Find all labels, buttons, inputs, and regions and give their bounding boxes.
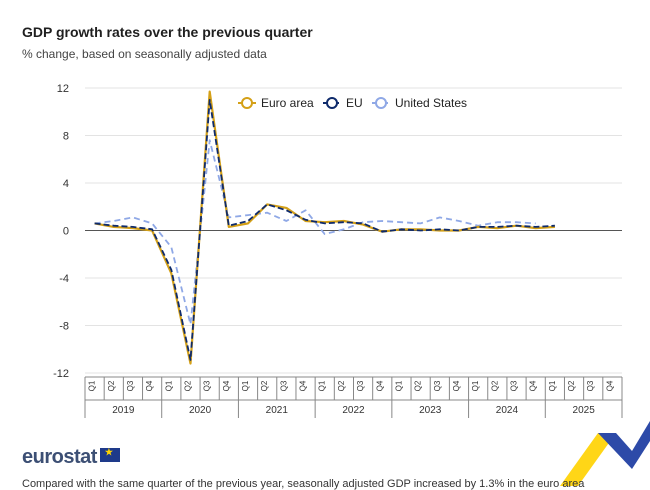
year-label: 2023 — [419, 405, 442, 416]
quarter-label: Q2 — [260, 380, 269, 391]
quarter-label: Q2 — [183, 380, 192, 391]
quarter-label: Q3 — [356, 380, 365, 391]
year-label: 2020 — [189, 405, 212, 416]
quarter-label: Q4 — [145, 380, 154, 391]
quarter-label: Q3 — [279, 380, 288, 391]
y-tick-label: 12 — [57, 83, 69, 95]
y-tick-label: -4 — [59, 273, 69, 285]
y-tick-label: -12 — [53, 368, 69, 380]
chart-title: GDP growth rates over the previous quart… — [22, 24, 313, 40]
quarter-label: Q4 — [375, 380, 384, 391]
quarter-label: Q1 — [318, 380, 327, 391]
quarter-label: Q1 — [471, 380, 480, 391]
quarter-label: Q2 — [414, 380, 423, 391]
quarter-label: Q2 — [107, 380, 116, 391]
series-line-us — [94, 139, 536, 326]
quarter-label: Q3 — [203, 380, 212, 391]
quarter-label: Q3 — [586, 380, 595, 391]
quarter-label: Q2 — [490, 380, 499, 391]
year-label: 2024 — [496, 405, 519, 416]
eurostat-logo: eurostat — [22, 446, 120, 469]
quarter-label: Q3 — [433, 380, 442, 391]
legend-marker-eu — [326, 97, 338, 109]
quarter-label: Q1 — [241, 380, 250, 391]
quarter-label: Q2 — [567, 380, 576, 391]
quarter-label: Q4 — [222, 380, 231, 391]
series-line-eu — [94, 99, 555, 361]
y-tick-label: 4 — [63, 178, 69, 190]
logo-text: eurostat — [22, 446, 97, 468]
year-label: 2019 — [112, 405, 135, 416]
y-tick-label: -8 — [59, 321, 69, 333]
year-label: 2021 — [266, 405, 289, 416]
quarter-label: Q1 — [164, 380, 173, 391]
series-line-euro-area — [94, 90, 555, 365]
quarter-label: Q3 — [510, 380, 519, 391]
gdp-chart: 12 8 4 0 -4 -8 -12 Q1 Q2 Q3 Q4 Q1 Q2 Q3 Q4 Q1 Q2 Q3 Q4 Q1 Q2… — [53, 83, 623, 418]
legend-label-us: United States — [395, 96, 467, 110]
quarter-label: Q4 — [299, 380, 308, 391]
chart-subtitle: % change, based on seasonally adjusted d… — [22, 47, 267, 61]
footnote-text: Compared with the same quarter of the pr… — [22, 478, 585, 490]
ribbon-blue — [598, 421, 650, 469]
quarter-label: Q4 — [605, 380, 614, 391]
eu-flag-icon — [99, 447, 120, 462]
legend-marker-us — [375, 97, 387, 109]
quarter-label: Q1 — [88, 380, 97, 391]
legend-label-eu: EU — [346, 96, 363, 110]
ribbon-yellow — [560, 433, 616, 486]
ribbon-decoration — [560, 421, 650, 486]
legend-marker-euro-area — [241, 97, 253, 109]
y-tick-label: 8 — [63, 131, 69, 143]
quarter-label: Q4 — [452, 380, 461, 391]
y-tick-label: 0 — [63, 226, 69, 238]
quarter-label: Q3 — [126, 380, 135, 391]
legend-label-euro-area: Euro area — [261, 96, 314, 110]
quarter-label: Q1 — [548, 380, 557, 391]
quarter-label: Q4 — [529, 380, 538, 391]
year-label: 2022 — [342, 405, 365, 416]
year-label: 2025 — [573, 405, 596, 416]
quarter-label: Q2 — [337, 380, 346, 391]
quarter-label: Q1 — [394, 380, 403, 391]
